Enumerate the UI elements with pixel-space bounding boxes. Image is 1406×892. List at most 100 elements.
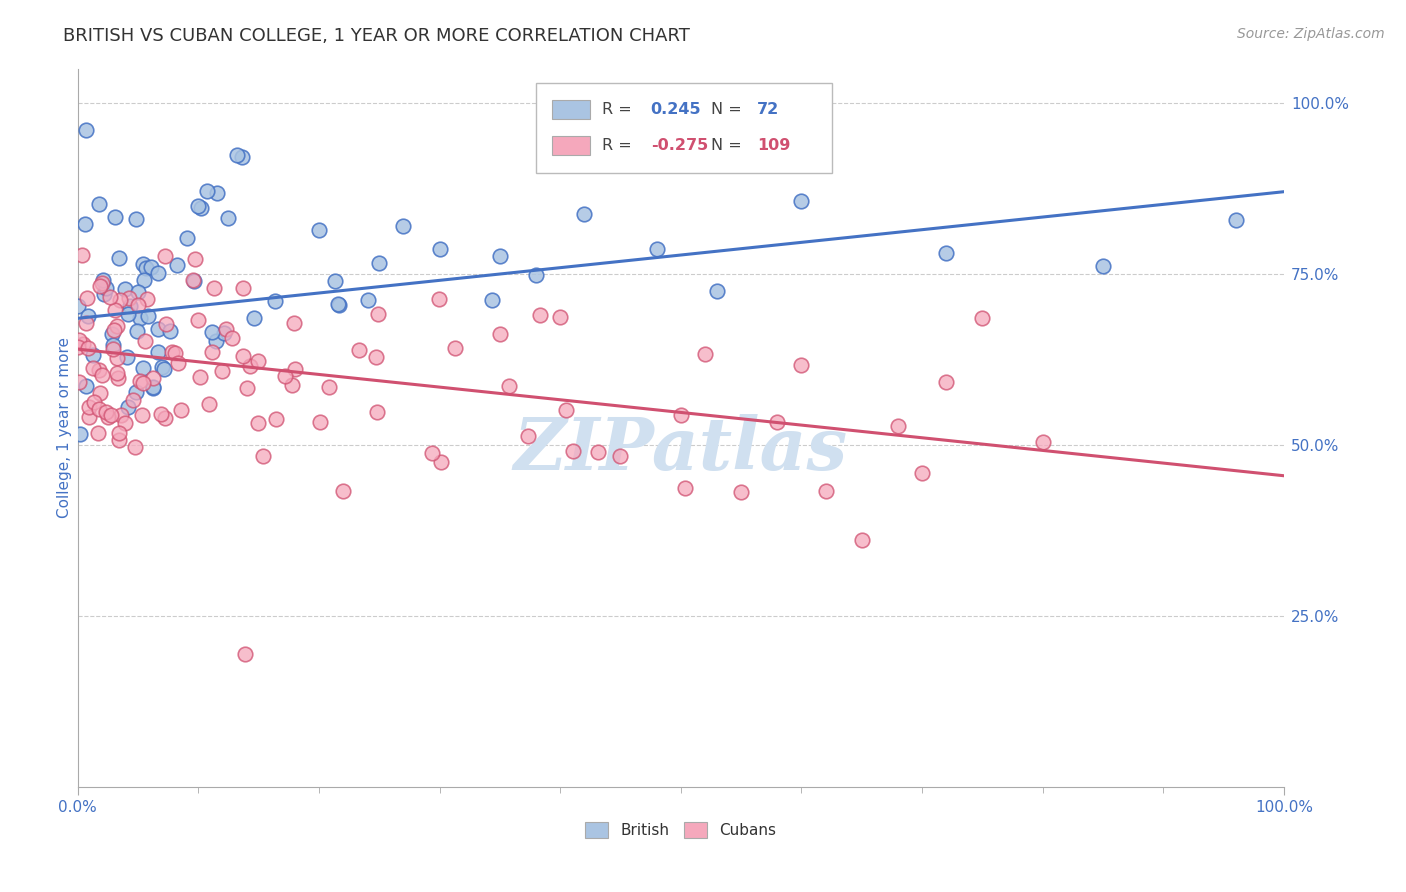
Point	[93, 287, 115, 301]
Point	[87, 426, 110, 441]
Point	[153, 249, 176, 263]
Point	[232, 281, 254, 295]
Point	[89, 278, 111, 293]
Point	[72, 248, 94, 262]
Point	[72, 337, 94, 351]
Point	[110, 408, 132, 422]
Point	[131, 408, 153, 422]
Point	[211, 364, 233, 378]
Point	[239, 359, 262, 374]
Point	[114, 416, 136, 430]
Text: 72: 72	[756, 102, 779, 117]
Point	[142, 381, 165, 395]
Point	[66, 300, 89, 314]
Legend: British, Cubans: British, Cubans	[579, 816, 783, 844]
Point	[332, 484, 354, 499]
Point	[107, 433, 129, 447]
Point	[851, 533, 873, 548]
Point	[94, 281, 117, 295]
Text: R =: R =	[602, 138, 637, 153]
Text: BRITISH VS CUBAN COLLEGE, 1 YEAR OR MORE CORRELATION CHART: BRITISH VS CUBAN COLLEGE, 1 YEAR OR MORE…	[63, 27, 690, 45]
Point	[935, 245, 957, 260]
Point	[328, 298, 350, 312]
Point	[609, 449, 631, 463]
Point	[98, 290, 121, 304]
Point	[190, 201, 212, 215]
Point	[69, 426, 91, 441]
Point	[155, 317, 177, 331]
Point	[94, 404, 117, 418]
Point	[183, 274, 205, 288]
Point	[105, 351, 128, 365]
Point	[87, 401, 110, 416]
Point	[204, 334, 226, 348]
Point	[673, 481, 696, 495]
Point	[67, 375, 90, 389]
Point	[136, 309, 159, 323]
Point	[142, 371, 165, 385]
Point	[117, 307, 139, 321]
Point	[149, 407, 172, 421]
Point	[498, 379, 520, 393]
Point	[67, 334, 90, 348]
Point	[118, 299, 141, 313]
Point	[427, 292, 450, 306]
Point	[105, 366, 128, 380]
Point	[214, 326, 236, 340]
Point	[309, 415, 332, 429]
Point	[481, 293, 503, 307]
Point	[146, 266, 169, 280]
Text: N =: N =	[711, 138, 747, 153]
Point	[693, 347, 716, 361]
Point	[75, 316, 97, 330]
Point	[201, 345, 224, 359]
Point	[142, 380, 165, 394]
Point	[429, 455, 451, 469]
Point	[134, 273, 156, 287]
Point	[935, 375, 957, 389]
Text: ZIPatlas: ZIPatlas	[513, 414, 848, 485]
Text: -0.275: -0.275	[651, 138, 707, 153]
Point	[197, 397, 219, 411]
Point	[115, 350, 138, 364]
Point	[107, 426, 129, 441]
Text: 0.245: 0.245	[651, 102, 702, 117]
Point	[91, 273, 114, 287]
Point	[215, 322, 238, 336]
Point	[706, 285, 728, 299]
Point	[107, 370, 129, 384]
Point	[165, 346, 187, 360]
Point	[207, 186, 229, 201]
Point	[1032, 434, 1054, 449]
Point	[349, 343, 371, 358]
Point	[232, 349, 254, 363]
Text: N =: N =	[711, 102, 747, 117]
Point	[170, 403, 193, 417]
Point	[153, 411, 176, 425]
Point	[103, 342, 125, 356]
Point	[264, 294, 287, 309]
Point	[284, 362, 307, 376]
Point	[127, 285, 149, 300]
Point	[574, 207, 596, 221]
Point	[75, 378, 97, 392]
Point	[105, 319, 128, 334]
Point	[443, 341, 465, 355]
Point	[201, 325, 224, 339]
Point	[134, 334, 156, 349]
Text: 109: 109	[756, 138, 790, 153]
Point	[273, 368, 295, 383]
Point	[129, 311, 152, 326]
Point	[90, 276, 112, 290]
Point	[730, 485, 752, 500]
Point	[89, 386, 111, 401]
Point	[148, 345, 170, 359]
FancyBboxPatch shape	[536, 83, 831, 173]
Point	[489, 249, 512, 263]
Point	[517, 429, 540, 443]
Point	[645, 242, 668, 256]
Point	[125, 385, 148, 400]
Point	[364, 350, 387, 364]
Point	[392, 219, 415, 233]
Point	[75, 123, 97, 137]
